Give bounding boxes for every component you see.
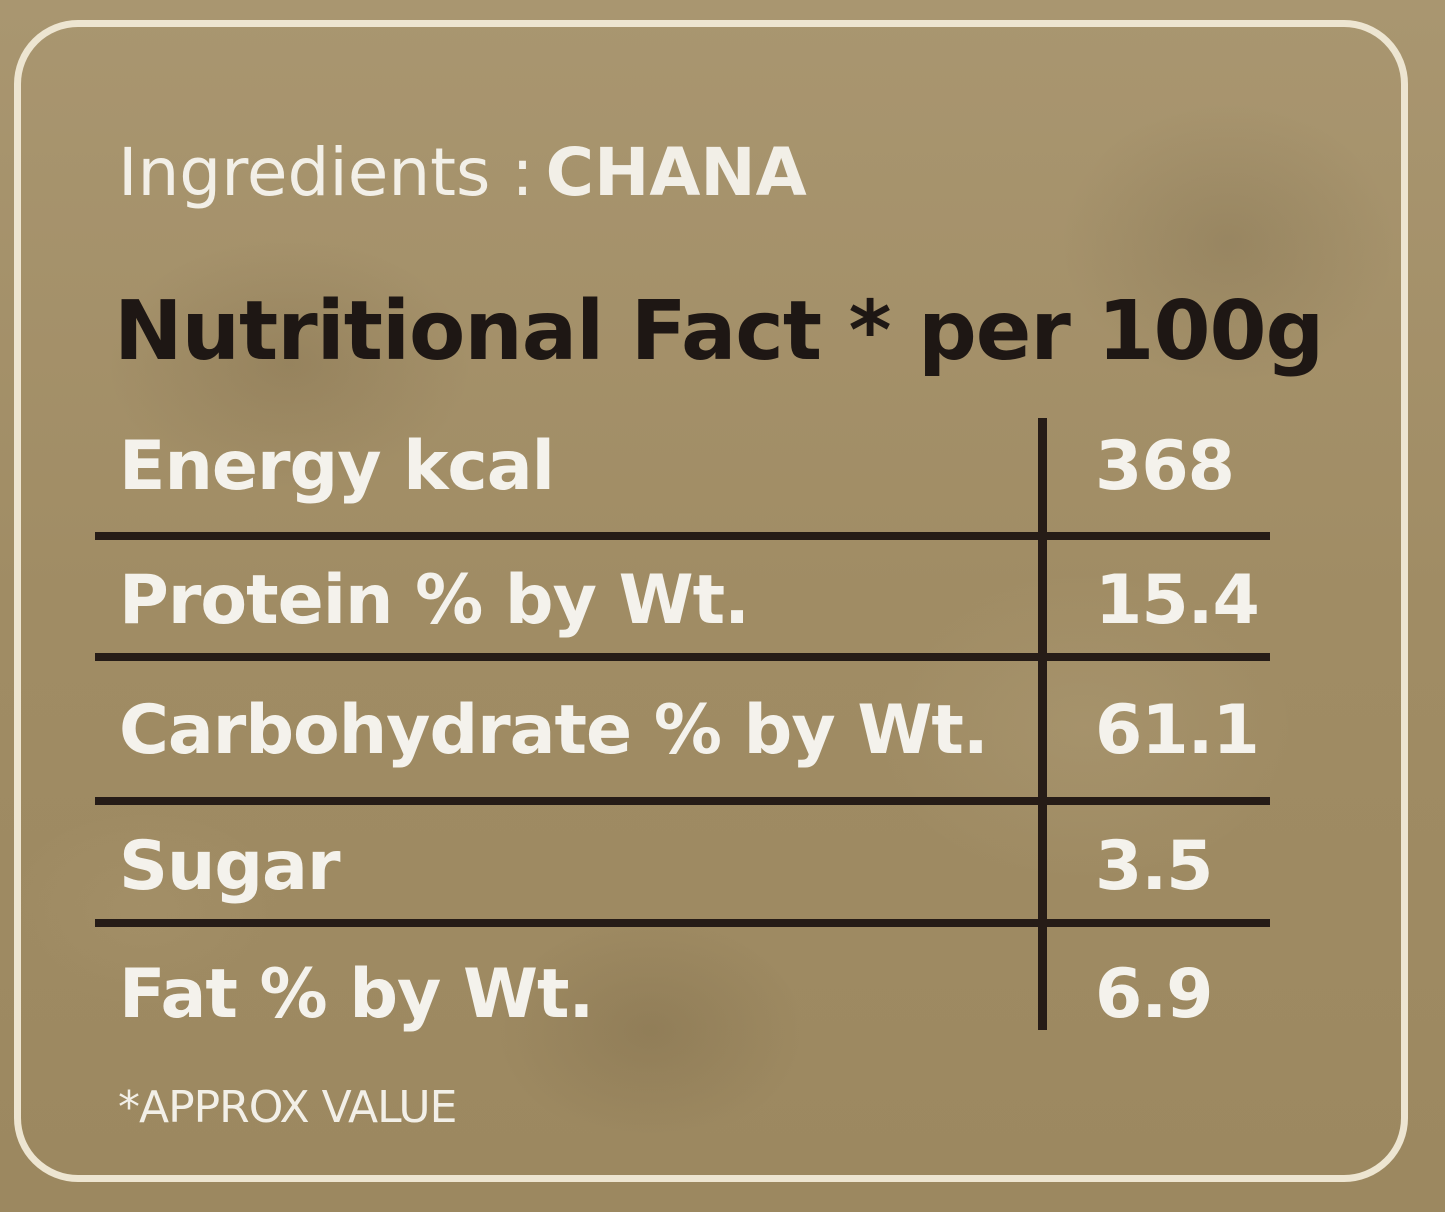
row-divider (95, 919, 1270, 927)
ingredients-label: Ingredients : (118, 134, 534, 211)
row-divider (95, 797, 1270, 805)
row-label-carbohydrate: Carbohydrate % by Wt. (119, 691, 989, 770)
nutrition-title: Nutritional Fact * per 100g (114, 284, 1324, 379)
row-label-energy: Energy kcal (119, 427, 555, 506)
ingredients-value: CHANA (545, 134, 807, 211)
row-divider (95, 532, 1270, 540)
row-value-fat: 6.9 (1095, 955, 1213, 1034)
footnote: *APPROX VALUE (118, 1082, 457, 1133)
row-value-protein: 15.4 (1095, 561, 1260, 640)
ingredients-line: Ingredients : CHANA (118, 128, 807, 218)
row-value-energy: 368 (1095, 427, 1235, 506)
row-label-protein: Protein % by Wt. (119, 561, 750, 640)
row-divider (95, 653, 1270, 661)
column-divider (1038, 418, 1047, 1030)
row-value-sugar: 3.5 (1095, 827, 1213, 906)
row-label-sugar: Sugar (119, 827, 340, 906)
row-label-fat: Fat % by Wt. (119, 955, 594, 1034)
nutrition-table: Energy kcal 368 Protein % by Wt. 15.4 Ca… (95, 415, 1270, 1034)
row-value-carbohydrate: 61.1 (1095, 691, 1260, 770)
label-panel (14, 20, 1408, 1182)
